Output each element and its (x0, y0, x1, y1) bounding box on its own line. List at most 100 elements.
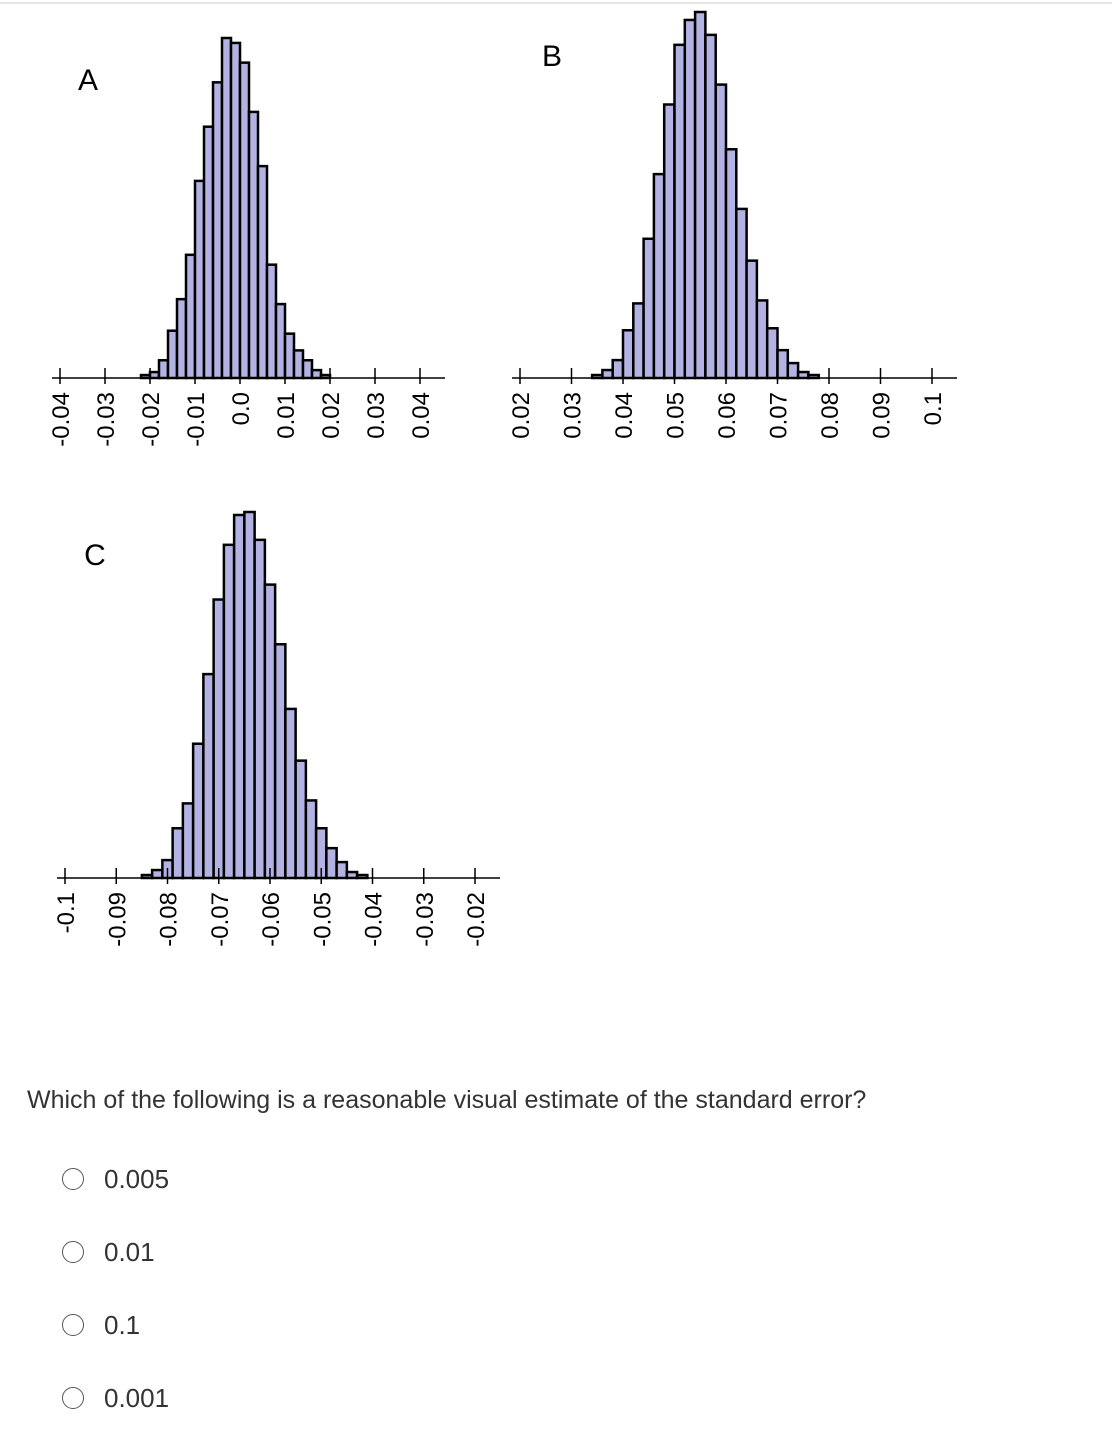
histogram-bar (202, 125, 215, 380)
histogram-bar (238, 61, 251, 380)
option-0005[interactable]: 0.005 (62, 1155, 169, 1203)
tick-label: 0.04 (611, 392, 638, 439)
tick-label: -0.06 (258, 892, 285, 947)
histogram-bar (284, 707, 297, 880)
tick-label: 0.02 (318, 392, 345, 439)
histogram-bar (191, 742, 205, 880)
tick-label: 0.07 (766, 392, 793, 439)
radio-button[interactable] (62, 1241, 84, 1263)
tick-label: -0.08 (156, 892, 183, 947)
histogram-bar (704, 33, 717, 380)
tick-label: 0.09 (869, 392, 896, 439)
tick-label: -0.01 (183, 392, 210, 447)
tick-label: 0.02 (508, 392, 535, 439)
histogram-bar (310, 368, 323, 380)
histogram-bar (301, 359, 314, 380)
histogram-bar (166, 329, 179, 380)
histogram-bar (693, 10, 707, 380)
tick-label: 0.04 (408, 392, 435, 439)
histogram-bar (335, 860, 349, 880)
histogram-bar (150, 868, 164, 880)
histogram-bar (652, 172, 666, 380)
histogram-bar (243, 510, 256, 880)
histogram-a: A -0.04 -0.03 -0.02 -0.01 0.0 0.01 0.02 0.03 0.04 (48, 36, 445, 447)
tick-label: -0.04 (361, 892, 388, 947)
radio-button[interactable] (62, 1314, 84, 1336)
histogram-bar (601, 368, 614, 380)
panel-label: C (84, 539, 106, 572)
histogram-bar (786, 361, 800, 380)
histogram-bar (673, 43, 687, 380)
histogram-bar (265, 263, 278, 380)
histogram-bar (175, 297, 188, 380)
histogram-bar (274, 302, 287, 380)
tick-label: 0.01 (273, 392, 300, 439)
histogram-c: C -0.1 -0.09 -0.08 -0.07 -0.06 -0.05 -0.04 -0.03… (53, 510, 500, 947)
histogram-bar (202, 672, 215, 880)
histogram-bar (724, 148, 738, 380)
option-label: 0.001 (104, 1382, 170, 1413)
histogram-bar (621, 329, 635, 380)
histogram-b: B 0.02 0.03 0.04 0.05 0.06 0.07 0.08 0.09 0.1 (508, 10, 957, 439)
histogram-bar (256, 164, 269, 380)
option-01[interactable]: 0.1 (62, 1301, 169, 1349)
histogram-bar (247, 110, 260, 380)
radio-button[interactable] (62, 1168, 84, 1190)
panel-label: B (542, 40, 562, 73)
histogram-bar (662, 103, 676, 380)
histogram-bar (212, 598, 226, 880)
option-label: 0.01 (104, 1236, 155, 1267)
histogram-bar (325, 846, 338, 880)
tick-label: -0.09 (104, 892, 131, 947)
tick-label: 0.0 (228, 392, 255, 425)
histogram-bar (755, 299, 769, 380)
panel-label: A (78, 64, 98, 97)
histogram-bar (765, 327, 779, 380)
option-001[interactable]: 0.01 (62, 1228, 169, 1276)
histogram-bar (193, 179, 206, 380)
histogram-bar (345, 870, 359, 880)
histogram-bar (184, 253, 197, 380)
option-label: 0.005 (104, 1163, 170, 1194)
histogram-bar (157, 359, 170, 380)
histogram-bar (253, 538, 267, 880)
tick-label: -0.04 (48, 392, 75, 447)
histogram-bar (211, 81, 224, 380)
histogram-bar (632, 302, 645, 380)
tick-label: -0.07 (207, 892, 234, 947)
tick-label: -0.02 (138, 392, 165, 447)
option-label: 0.1 (104, 1309, 141, 1340)
histogram-bar (745, 259, 759, 380)
histogram-bar (304, 799, 318, 880)
tick-label: -0.02 (463, 892, 490, 947)
option-0001[interactable]: 0.001 (62, 1374, 169, 1422)
histogram-bar (181, 802, 195, 880)
tick-label: 0.08 (817, 392, 844, 439)
histogram-bar (642, 237, 656, 380)
histogram-bar (229, 41, 242, 380)
histogram-bar (714, 83, 728, 380)
histogram-bar (263, 583, 277, 880)
histogram-bar (171, 827, 185, 880)
tick-label: -0.03 (412, 892, 439, 947)
radio-button[interactable] (62, 1387, 84, 1409)
histogram-bar (776, 348, 790, 380)
histogram-bar (273, 643, 287, 880)
tick-label: 0.1 (920, 392, 947, 425)
tick-label: 0.03 (560, 392, 587, 439)
histogram-bar (294, 759, 308, 880)
tick-label: -0.1 (53, 892, 80, 933)
histogram-bar (222, 543, 236, 880)
tick-label: 0.05 (663, 392, 690, 439)
histogram-bar (283, 332, 296, 380)
answer-options: 0.005 0.01 0.1 0.001 (62, 1155, 169, 1447)
tick-label: 0.03 (363, 392, 390, 439)
histogram-bar (683, 18, 697, 380)
histogram-bar (220, 36, 233, 380)
histogram-bar (292, 349, 305, 380)
histogram-bar (148, 370, 161, 380)
tick-label: -0.03 (93, 392, 120, 447)
question-text: Which of the following is a reasonable v… (27, 1086, 867, 1114)
top-divider (0, 2, 1112, 4)
tick-label: -0.05 (309, 892, 336, 947)
